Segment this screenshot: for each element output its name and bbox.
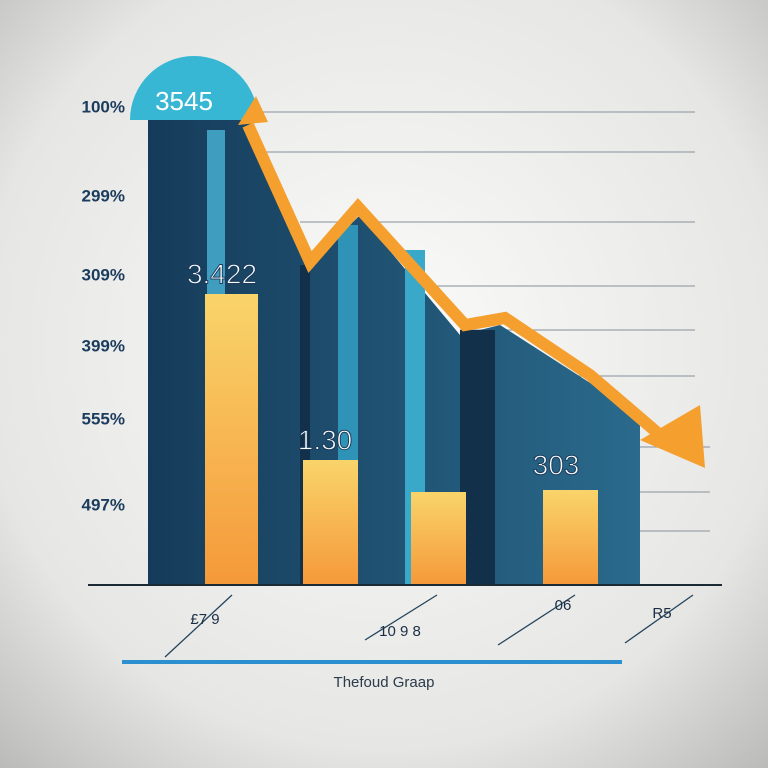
badge-shape xyxy=(130,56,258,120)
leader xyxy=(497,594,576,646)
badge-label: 3545 xyxy=(155,86,213,116)
value-label: 3.422 xyxy=(187,258,257,289)
y-label: 497% xyxy=(82,495,125,514)
y-label: 555% xyxy=(82,409,125,428)
bar xyxy=(303,460,358,585)
value-label: 1.30 xyxy=(298,424,353,455)
leader xyxy=(624,594,694,644)
y-label: 309% xyxy=(82,265,125,284)
x-label: 10 9 8 xyxy=(379,623,421,640)
leader xyxy=(364,594,438,641)
bar xyxy=(205,294,258,585)
leader xyxy=(164,594,233,658)
value-label: 303 xyxy=(533,449,580,480)
bar xyxy=(543,490,598,585)
dark-block xyxy=(148,120,640,585)
stripe xyxy=(300,265,310,585)
arrow-head xyxy=(238,96,268,125)
x-label: 06 xyxy=(555,597,572,614)
x-label: £7 9 xyxy=(190,611,219,628)
bar xyxy=(411,492,466,585)
arrow-head xyxy=(640,405,705,468)
y-label: 100% xyxy=(82,97,125,116)
y-label: 299% xyxy=(82,186,125,205)
x-label: R5 xyxy=(652,605,671,622)
x-leaders xyxy=(164,594,694,658)
trend-arrow xyxy=(242,122,664,440)
y-label: 399% xyxy=(82,336,125,355)
caption: Thefoud Graap xyxy=(334,674,435,691)
